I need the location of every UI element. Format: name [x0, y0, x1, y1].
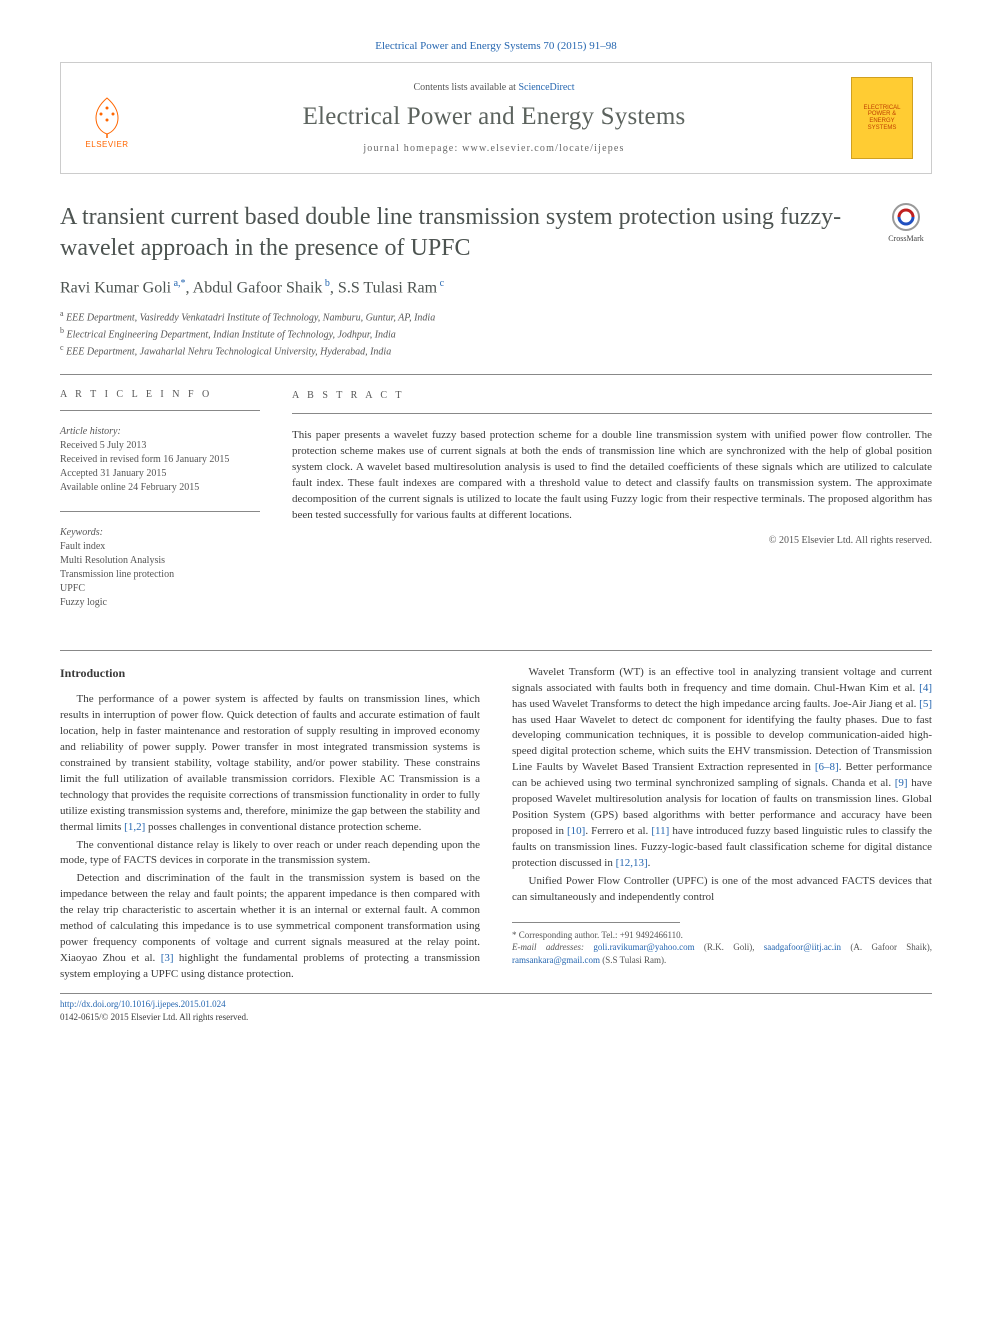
body-columns: Introduction The performance of a power …	[60, 665, 932, 983]
article-info: A R T I C L E I N F O Article history: R…	[60, 389, 260, 626]
journal-name: Electrical Power and Energy Systems	[151, 103, 837, 131]
abstract: A B S T R A C T This paper presents a wa…	[292, 389, 932, 626]
email-addresses: E-mail addresses: goli.ravikumar@yahoo.c…	[512, 941, 932, 966]
crossmark-badge[interactable]: CrossMark	[880, 202, 932, 243]
body-paragraph: Detection and discrimination of the faul…	[60, 871, 480, 983]
email-link[interactable]: goli.ravikumar@yahoo.com	[593, 942, 694, 952]
header-citation: Electrical Power and Energy Systems 70 (…	[60, 40, 932, 52]
affiliation-line: a EEE Department, Vasireddy Venkatadri I…	[60, 308, 932, 325]
keywords-block: Keywords: Fault indexMulti Resolution An…	[60, 526, 260, 610]
rule-top	[60, 374, 932, 375]
info-rule-2	[60, 511, 260, 512]
keyword: UPFC	[60, 582, 260, 596]
affiliations: a EEE Department, Vasireddy Venkatadri I…	[60, 308, 932, 360]
journal-header-center: Contents lists available at ScienceDirec…	[151, 82, 837, 154]
journal-homepage: journal homepage: www.elsevier.com/locat…	[151, 143, 837, 154]
history-line: Accepted 31 January 2015	[60, 467, 260, 481]
keyword: Multi Resolution Analysis	[60, 554, 260, 568]
sciencedirect-link[interactable]: ScienceDirect	[518, 82, 574, 93]
history-line: Received 5 July 2013	[60, 439, 260, 453]
keyword: Fault index	[60, 540, 260, 554]
crossmark-icon	[891, 202, 921, 232]
footer: http://dx.doi.org/10.1016/j.ijepes.2015.…	[60, 998, 932, 1025]
abstract-head: A B S T R A C T	[292, 389, 932, 404]
crossmark-label: CrossMark	[888, 234, 924, 243]
contents-prefix: Contents lists available at	[413, 82, 518, 93]
journal-cover-thumb: ELECTRICAL POWER & ENERGY SYSTEMS	[851, 77, 913, 159]
email-link[interactable]: ramsankara@gmail.com	[512, 955, 600, 965]
article-title: A transient current based double line tr…	[60, 202, 860, 264]
cover-text: ELECTRICAL POWER & ENERGY SYSTEMS	[856, 105, 908, 131]
keyword: Transmission line protection	[60, 568, 260, 582]
article-history: Article history: Received 5 July 2013Rec…	[60, 425, 260, 495]
history-line: Available online 24 February 2015	[60, 481, 260, 495]
elsevier-brand: ELSEVIER	[85, 140, 128, 149]
body-paragraph: Wavelet Transform (WT) is an effective t…	[512, 665, 932, 872]
history-line: Received in revised form 16 January 2015	[60, 453, 260, 467]
issn-line: 0142-0615/© 2015 Elsevier Ltd. All right…	[60, 1012, 248, 1022]
abstract-copyright: © 2015 Elsevier Ltd. All rights reserved…	[292, 534, 932, 549]
affiliation-line: b Electrical Engineering Department, Ind…	[60, 325, 932, 342]
footnote-rule	[512, 922, 680, 923]
body-paragraph: Unified Power Flow Controller (UPFC) is …	[512, 874, 932, 906]
email-link[interactable]: saadgafoor@iitj.ac.in	[764, 942, 841, 952]
body-paragraph: The conventional distance relay is likel…	[60, 838, 480, 870]
footer-rule	[60, 993, 932, 994]
history-label: Article history:	[60, 425, 260, 439]
rule-bottom	[60, 650, 932, 651]
body-paragraph: The performance of a power system is aff…	[60, 692, 480, 835]
emails-label: E-mail addresses:	[512, 942, 584, 952]
corresponding-author: * Corresponding author. Tel.: +91 949246…	[512, 929, 932, 942]
intro-heading: Introduction	[60, 665, 480, 682]
keywords-label: Keywords:	[60, 526, 260, 540]
elsevier-tree-icon	[86, 94, 128, 138]
info-abstract-row: A R T I C L E I N F O Article history: R…	[60, 389, 932, 626]
footnotes: * Corresponding author. Tel.: +91 949246…	[512, 929, 932, 967]
affiliation-line: c EEE Department, Jawaharlal Nehru Techn…	[60, 342, 932, 359]
article-info-head: A R T I C L E I N F O	[60, 389, 260, 400]
keyword: Fuzzy logic	[60, 596, 260, 610]
contents-line: Contents lists available at ScienceDirec…	[151, 82, 837, 93]
abstract-text: This paper presents a wavelet fuzzy base…	[292, 428, 932, 524]
abstract-rule	[292, 413, 932, 414]
doi-link[interactable]: http://dx.doi.org/10.1016/j.ijepes.2015.…	[60, 999, 226, 1009]
authors: Ravi Kumar Goli a,*, Abdul Gafoor Shaik …	[60, 278, 932, 297]
elsevier-logo: ELSEVIER	[79, 87, 135, 149]
title-row: A transient current based double line tr…	[60, 202, 932, 264]
journal-header-box: ELSEVIER Contents lists available at Sci…	[60, 62, 932, 174]
info-rule-1	[60, 410, 260, 411]
